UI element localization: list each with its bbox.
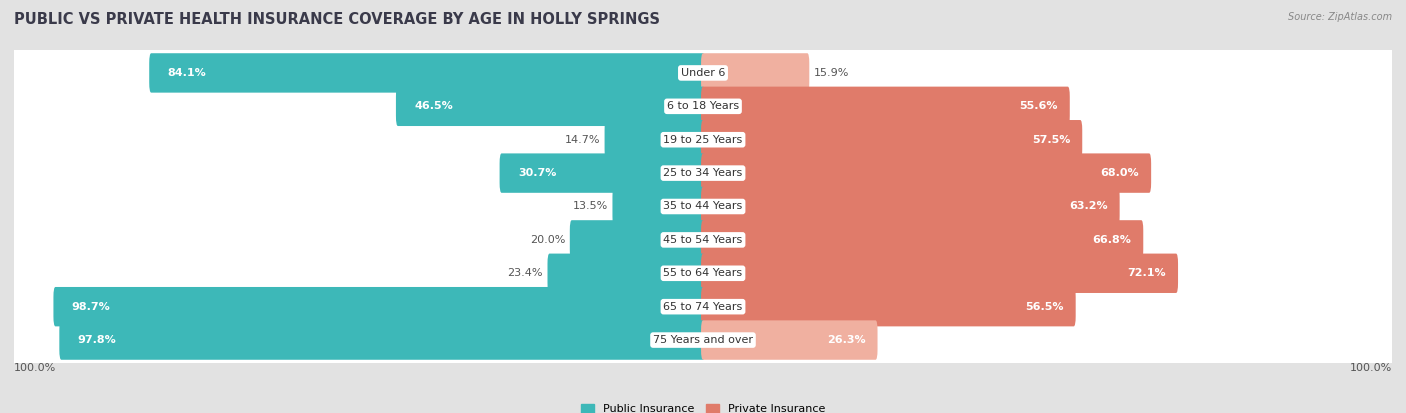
Text: 98.7%: 98.7% [72, 301, 111, 312]
Text: 20.0%: 20.0% [530, 235, 565, 245]
Text: 57.5%: 57.5% [1032, 135, 1070, 145]
Legend: Public Insurance, Private Insurance: Public Insurance, Private Insurance [581, 404, 825, 413]
FancyBboxPatch shape [11, 275, 1395, 338]
FancyBboxPatch shape [499, 153, 704, 193]
FancyBboxPatch shape [702, 120, 1083, 159]
FancyBboxPatch shape [14, 242, 1399, 305]
Text: 65 to 74 Years: 65 to 74 Years [664, 301, 742, 312]
FancyBboxPatch shape [11, 75, 1395, 138]
Text: 45 to 54 Years: 45 to 54 Years [664, 235, 742, 245]
FancyBboxPatch shape [702, 53, 810, 93]
Text: 97.8%: 97.8% [77, 335, 117, 345]
Text: 75 Years and over: 75 Years and over [652, 335, 754, 345]
Text: 14.7%: 14.7% [564, 135, 600, 145]
FancyBboxPatch shape [59, 320, 704, 360]
Text: 72.1%: 72.1% [1128, 268, 1166, 278]
FancyBboxPatch shape [11, 41, 1395, 104]
Text: 56.5%: 56.5% [1025, 301, 1064, 312]
FancyBboxPatch shape [547, 254, 704, 293]
FancyBboxPatch shape [11, 175, 1395, 238]
FancyBboxPatch shape [11, 242, 1395, 305]
Text: 100.0%: 100.0% [1350, 363, 1392, 373]
Text: 84.1%: 84.1% [167, 68, 207, 78]
FancyBboxPatch shape [702, 87, 1070, 126]
Text: 55 to 64 Years: 55 to 64 Years [664, 268, 742, 278]
Text: 6 to 18 Years: 6 to 18 Years [666, 101, 740, 112]
Text: 23.4%: 23.4% [508, 268, 543, 278]
FancyBboxPatch shape [11, 309, 1395, 372]
FancyBboxPatch shape [14, 42, 1399, 104]
Text: Under 6: Under 6 [681, 68, 725, 78]
Text: 35 to 44 Years: 35 to 44 Years [664, 202, 742, 211]
FancyBboxPatch shape [702, 153, 1152, 193]
Text: 55.6%: 55.6% [1019, 101, 1057, 112]
FancyBboxPatch shape [11, 208, 1395, 272]
FancyBboxPatch shape [14, 209, 1399, 271]
FancyBboxPatch shape [702, 287, 1076, 326]
FancyBboxPatch shape [14, 309, 1399, 371]
FancyBboxPatch shape [53, 287, 704, 326]
Text: 30.7%: 30.7% [517, 168, 557, 178]
Text: PUBLIC VS PRIVATE HEALTH INSURANCE COVERAGE BY AGE IN HOLLY SPRINGS: PUBLIC VS PRIVATE HEALTH INSURANCE COVER… [14, 12, 659, 27]
FancyBboxPatch shape [14, 175, 1399, 238]
Text: 13.5%: 13.5% [572, 202, 607, 211]
FancyBboxPatch shape [702, 187, 1119, 226]
FancyBboxPatch shape [14, 142, 1399, 204]
FancyBboxPatch shape [605, 120, 704, 159]
FancyBboxPatch shape [569, 220, 704, 260]
FancyBboxPatch shape [11, 108, 1395, 171]
FancyBboxPatch shape [14, 75, 1399, 138]
FancyBboxPatch shape [149, 53, 704, 93]
FancyBboxPatch shape [702, 254, 1178, 293]
Text: 100.0%: 100.0% [14, 363, 56, 373]
FancyBboxPatch shape [396, 87, 704, 126]
FancyBboxPatch shape [613, 187, 704, 226]
FancyBboxPatch shape [11, 141, 1395, 205]
FancyBboxPatch shape [702, 320, 877, 360]
FancyBboxPatch shape [14, 275, 1399, 338]
Text: 46.5%: 46.5% [415, 101, 453, 112]
Text: 19 to 25 Years: 19 to 25 Years [664, 135, 742, 145]
Text: 26.3%: 26.3% [827, 335, 866, 345]
FancyBboxPatch shape [14, 108, 1399, 171]
Text: 15.9%: 15.9% [814, 68, 849, 78]
Text: 66.8%: 66.8% [1092, 235, 1132, 245]
Text: 25 to 34 Years: 25 to 34 Years [664, 168, 742, 178]
FancyBboxPatch shape [702, 220, 1143, 260]
Text: 68.0%: 68.0% [1101, 168, 1139, 178]
Text: 63.2%: 63.2% [1069, 202, 1108, 211]
Text: Source: ZipAtlas.com: Source: ZipAtlas.com [1288, 12, 1392, 22]
